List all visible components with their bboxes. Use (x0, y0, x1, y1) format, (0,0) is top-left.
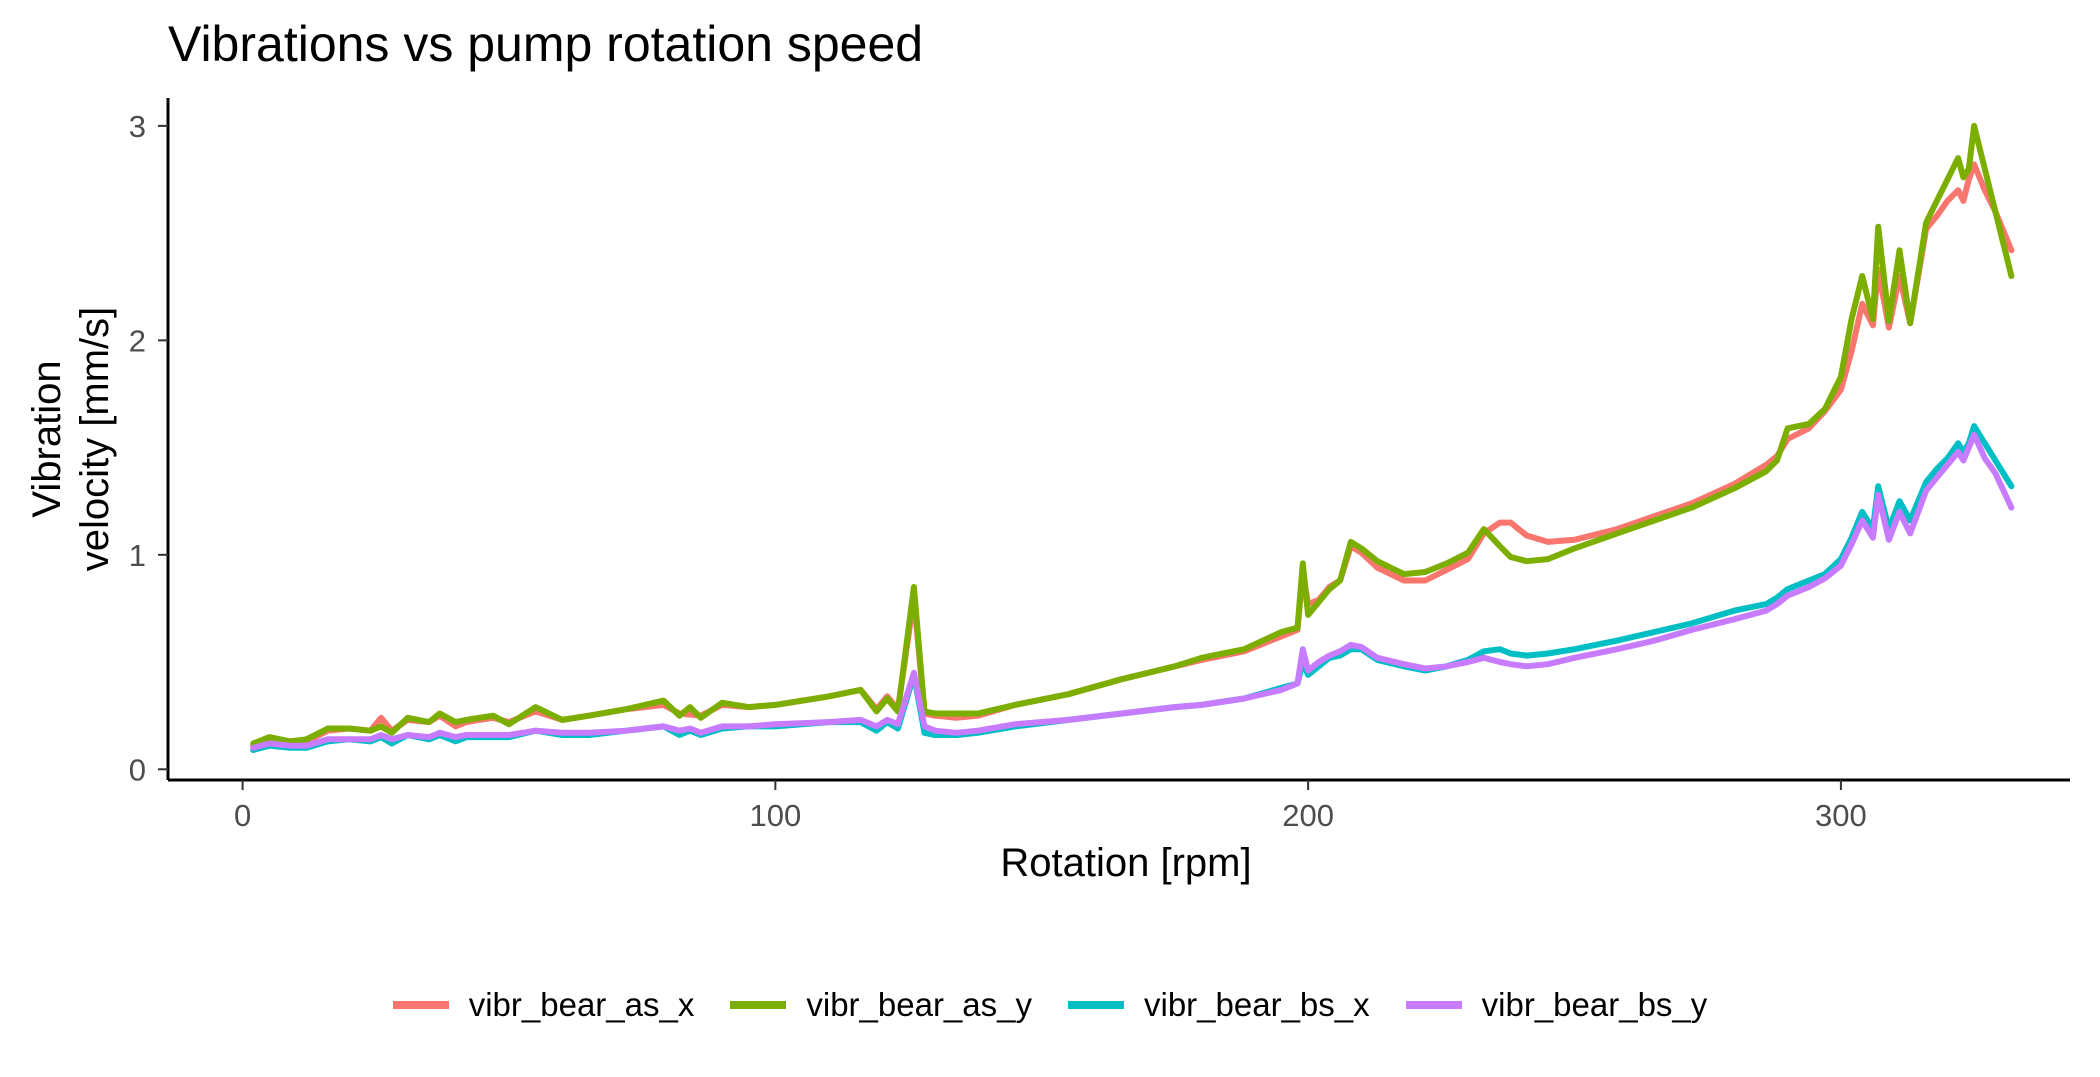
legend: vibr_bear_as_x vibr_bear_as_y vibr_bear_bs… (0, 975, 2100, 1035)
y-axis-title-line-2: velocity [mm/s] (73, 307, 117, 571)
x-tick-label: 0 (234, 798, 251, 833)
x-tick-label: 100 (749, 798, 801, 833)
axes-layer: 0 100 200 300 0 1 2 3 (129, 98, 2070, 833)
x-tick-label: 200 (1282, 798, 1334, 833)
legend-item-1: vibr_bear_as_x (392, 986, 695, 1024)
y-axis-title-line-1: Vibration (25, 360, 69, 517)
series-line-4 (250, 431, 2015, 751)
x-axis-title: Rotation [rpm] (1000, 841, 1251, 885)
legend-key (730, 1001, 787, 1009)
legend-item-3: vibr_bear_bs_x (1068, 986, 1370, 1024)
y-tick-label: 1 (129, 538, 146, 573)
series-layer (250, 122, 2015, 753)
legend-label: vibr_bear_bs_x (1144, 986, 1370, 1023)
y-tick-label: 2 (129, 323, 146, 358)
series-line-2 (250, 122, 2015, 747)
legend-label: vibr_bear_bs_y (1481, 986, 1708, 1023)
x-tick-label: 300 (1815, 798, 1867, 833)
legend-key (1068, 1001, 1124, 1009)
chart-title: Vibrations vs pump rotation speed (168, 16, 924, 72)
legend-item-4: vibr_bear_bs_y (1405, 986, 1708, 1024)
y-tick-label: 0 (129, 752, 146, 787)
legend-item-2: vibr_bear_as_y (730, 986, 1032, 1024)
y-tick-label: 3 (129, 109, 146, 144)
line-chart: Vibration velocity [mm/s] 0 100 200 3000123 … (25, 98, 2070, 885)
legend-key (1405, 1001, 1462, 1009)
legend-label: vibr_bear_as_y (806, 986, 1032, 1023)
y-axis-title: Vibration velocity [mm/s] (25, 307, 117, 571)
legend-key (392, 1001, 449, 1009)
series-line-1 (250, 161, 2015, 749)
legend-label: vibr_bear_as_x (468, 986, 695, 1023)
